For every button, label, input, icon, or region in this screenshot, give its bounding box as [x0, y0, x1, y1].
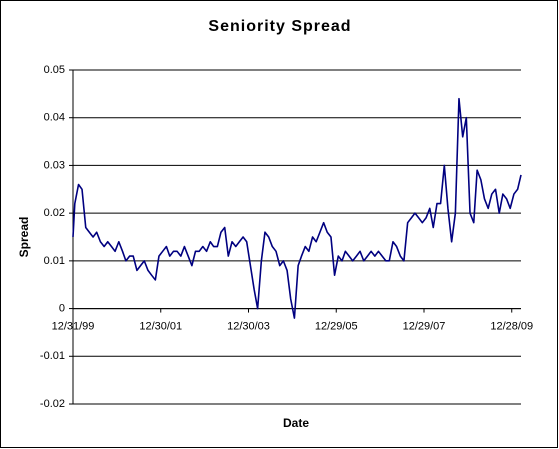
- x-tick-label: 12/30/01: [139, 320, 182, 332]
- y-tick-label: 0: [59, 302, 65, 314]
- y-tick-label: 0.01: [44, 255, 65, 267]
- y-tick-label: -0.02: [40, 398, 65, 410]
- y-tick-label: 0.02: [44, 207, 65, 219]
- data-line: [72, 97, 522, 319]
- x-tick-label: 12/31/99: [52, 320, 95, 332]
- y-axis-title: Spread: [17, 217, 31, 258]
- y-tick-label: 0.05: [44, 64, 65, 76]
- x-axis-title: Date: [283, 416, 309, 430]
- y-tick-label: 0.03: [44, 159, 65, 171]
- chart-title: Seniority Spread: [208, 18, 351, 35]
- y-tick-label: -0.01: [40, 350, 65, 362]
- x-tick-label: 12/29/07: [403, 320, 446, 332]
- x-tick-label: 12/28/09: [490, 320, 533, 332]
- x-tick-label: 12/30/03: [227, 320, 270, 332]
- x-tick-label: 12/29/05: [315, 320, 358, 332]
- y-tick-label: 0.04: [44, 112, 65, 124]
